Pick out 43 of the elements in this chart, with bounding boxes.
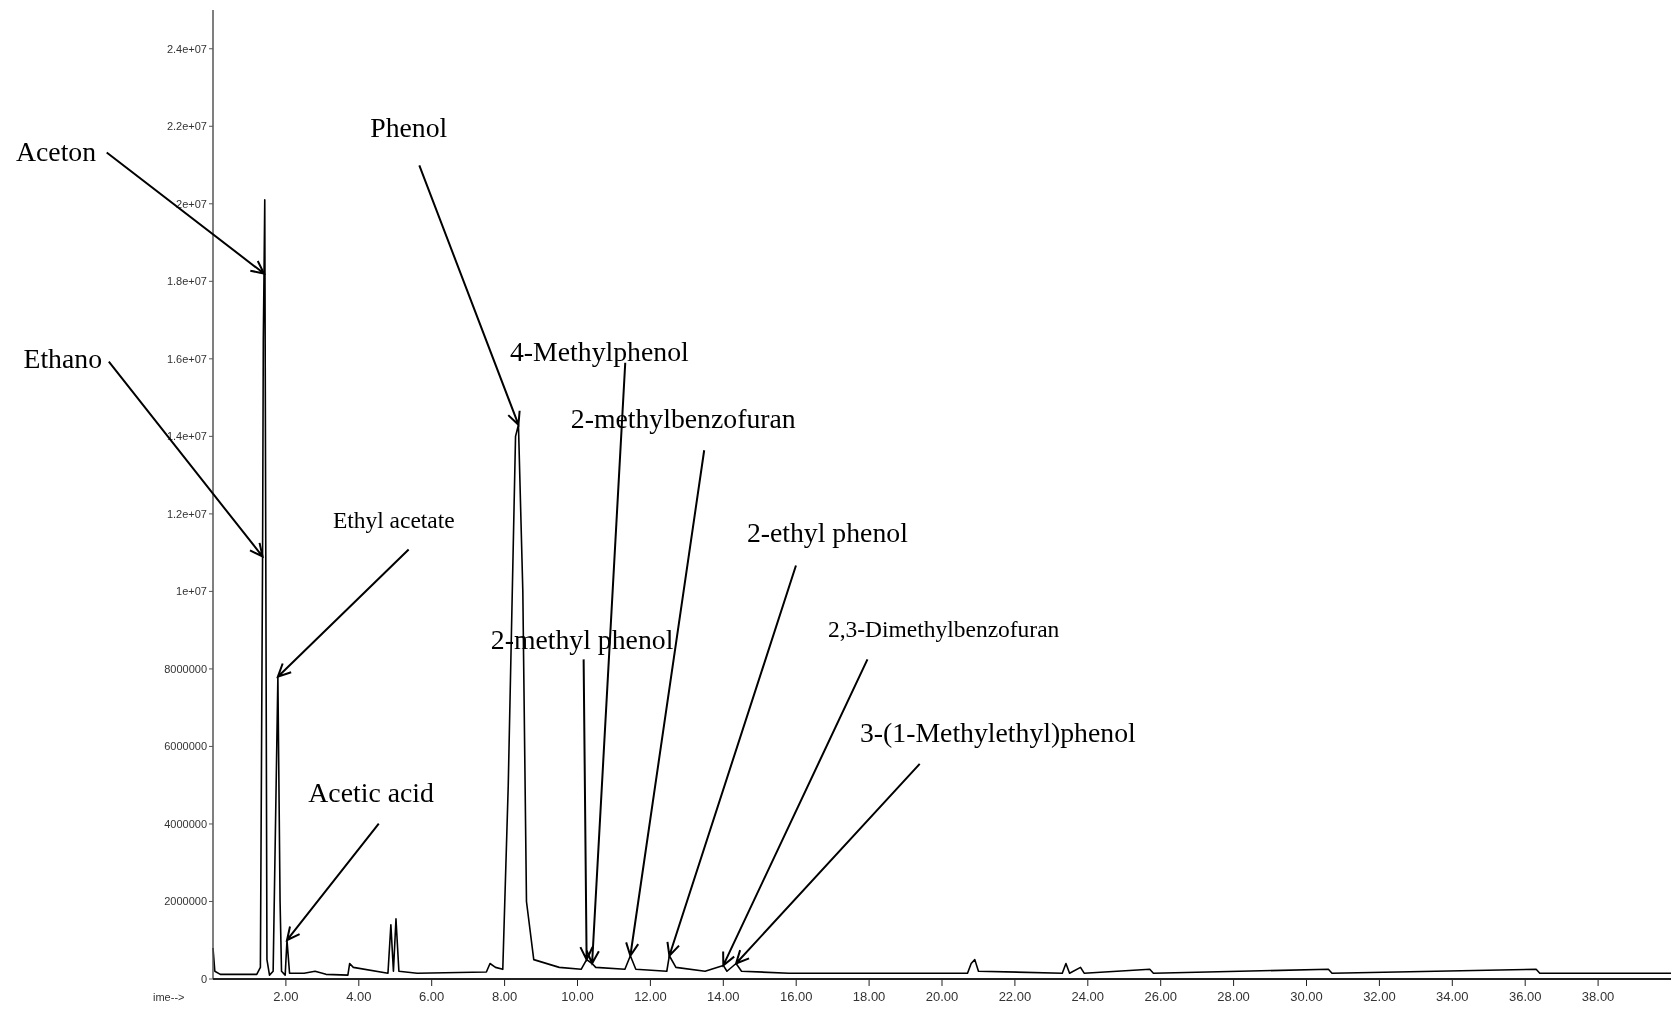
- x-tick-label: 10.00: [561, 989, 594, 1004]
- annotation: Ethyl acetate: [332, 507, 455, 534]
- annotation: Acetic acid: [308, 777, 434, 809]
- x-tick-label: 4.00: [346, 989, 372, 1004]
- x-tick-label: 34.00: [1436, 989, 1469, 1004]
- y-tick-label: 1.2e+07: [166, 507, 207, 520]
- annotation: 2,3-Dimethylbenzofuran: [827, 615, 1060, 642]
- annotation: 4-Methylphenol: [510, 335, 690, 367]
- y-tick-label: 1e+07: [176, 585, 207, 598]
- y-tick-label: 6000000: [164, 740, 207, 753]
- x-tick-label: 6.00: [419, 989, 445, 1004]
- y-tick-label: 0: [200, 972, 207, 985]
- y-tick-label: 4000000: [164, 817, 207, 830]
- annotation: Aceton: [16, 136, 97, 168]
- x-tick-label: 22.00: [998, 989, 1032, 1004]
- annotation: Phenol: [370, 111, 448, 143]
- x-tick-label: 28.00: [1217, 989, 1250, 1004]
- x-tick-label: 26.00: [1144, 989, 1177, 1004]
- y-tick-label: 2.2e+07: [166, 120, 207, 133]
- x-tick-label: 16.00: [779, 989, 813, 1004]
- x-tick-label: 8.00: [491, 989, 518, 1004]
- annotation: 3-(1-Methylethyl)phenol: [859, 716, 1136, 748]
- y-tick-label: 1.4e+07: [166, 430, 207, 443]
- y-tick-label: 1.8e+07: [166, 275, 207, 288]
- line-series: [212, 199, 1672, 976]
- y-tick-label: 2.4e+07: [166, 42, 207, 55]
- x-tick-label: 20.00: [925, 989, 959, 1004]
- y-tick-label: 8000000: [164, 662, 207, 675]
- annotation: Ethano: [23, 343, 103, 375]
- annotation: 2-ethyl phenol: [746, 517, 909, 549]
- y-tick-label: 1.6e+07: [166, 352, 207, 365]
- x-tick-label: 2.00: [273, 989, 299, 1004]
- x-tick-label: 32.00: [1363, 989, 1396, 1004]
- x-tick-label: 30.00: [1290, 989, 1323, 1004]
- x-tick-label: 38.00: [1581, 989, 1615, 1004]
- y-tick-label: 2000000: [164, 895, 207, 908]
- x-tick-label: 12.00: [634, 989, 667, 1004]
- x-tick-label: 14.00: [707, 989, 740, 1004]
- x-tick-label: 24.00: [1071, 989, 1105, 1004]
- y-tick-label: 2e+07: [176, 197, 207, 210]
- x-tick-label: 36.00: [1508, 989, 1542, 1004]
- x-tick-label: 18.00: [852, 989, 886, 1004]
- x-axis-title: ime-->: [153, 991, 185, 1003]
